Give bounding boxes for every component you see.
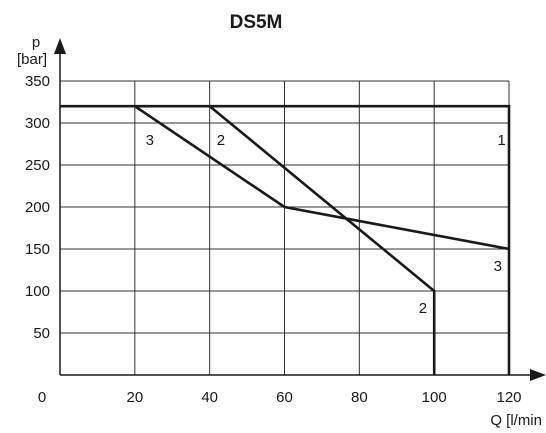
y-tick-label: 350 [25, 73, 50, 90]
x-tick-label: 40 [201, 389, 218, 406]
x-tick-label: 60 [276, 389, 293, 406]
y-tick-label: 200 [25, 199, 50, 216]
x-axis-label: Q [l/min [490, 412, 542, 429]
series-lines [60, 104, 511, 375]
y-tick-label: 250 [25, 157, 50, 174]
grid [60, 80, 510, 375]
y-tick-label: 300 [25, 115, 50, 132]
series-line-2 [208, 105, 436, 375]
chart-title: DS5M [230, 12, 283, 33]
curve-label: 3 [494, 258, 502, 275]
curve-label: 1 [497, 132, 505, 149]
curve-label: 3 [146, 132, 154, 149]
y-axis-arrow [54, 38, 66, 54]
series-line-1 [60, 104, 511, 375]
curve-label: 2 [419, 300, 427, 317]
x-tick-label: 0 [38, 389, 46, 406]
tick-labels: 0 20 40 60 80 100 120 50 100 150 200 250 300 350 [25, 73, 522, 406]
y-axis-label-unit: [bar] [17, 51, 47, 68]
x-tick-label: 100 [422, 389, 447, 406]
x-tick-label: 120 [496, 389, 521, 406]
series-line-3 [134, 105, 510, 251]
x-axis-arrow [530, 369, 546, 381]
x-tick-label: 80 [351, 389, 368, 406]
x-tick-label: 20 [126, 389, 143, 406]
y-tick-label: 50 [33, 325, 50, 342]
curve-label: 2 [217, 132, 225, 149]
y-axis-label-symbol: p [32, 34, 40, 51]
y-tick-label: 150 [25, 241, 50, 258]
y-tick-label: 100 [25, 283, 50, 300]
curve-labels: 1 2 2 3 3 [146, 132, 506, 317]
